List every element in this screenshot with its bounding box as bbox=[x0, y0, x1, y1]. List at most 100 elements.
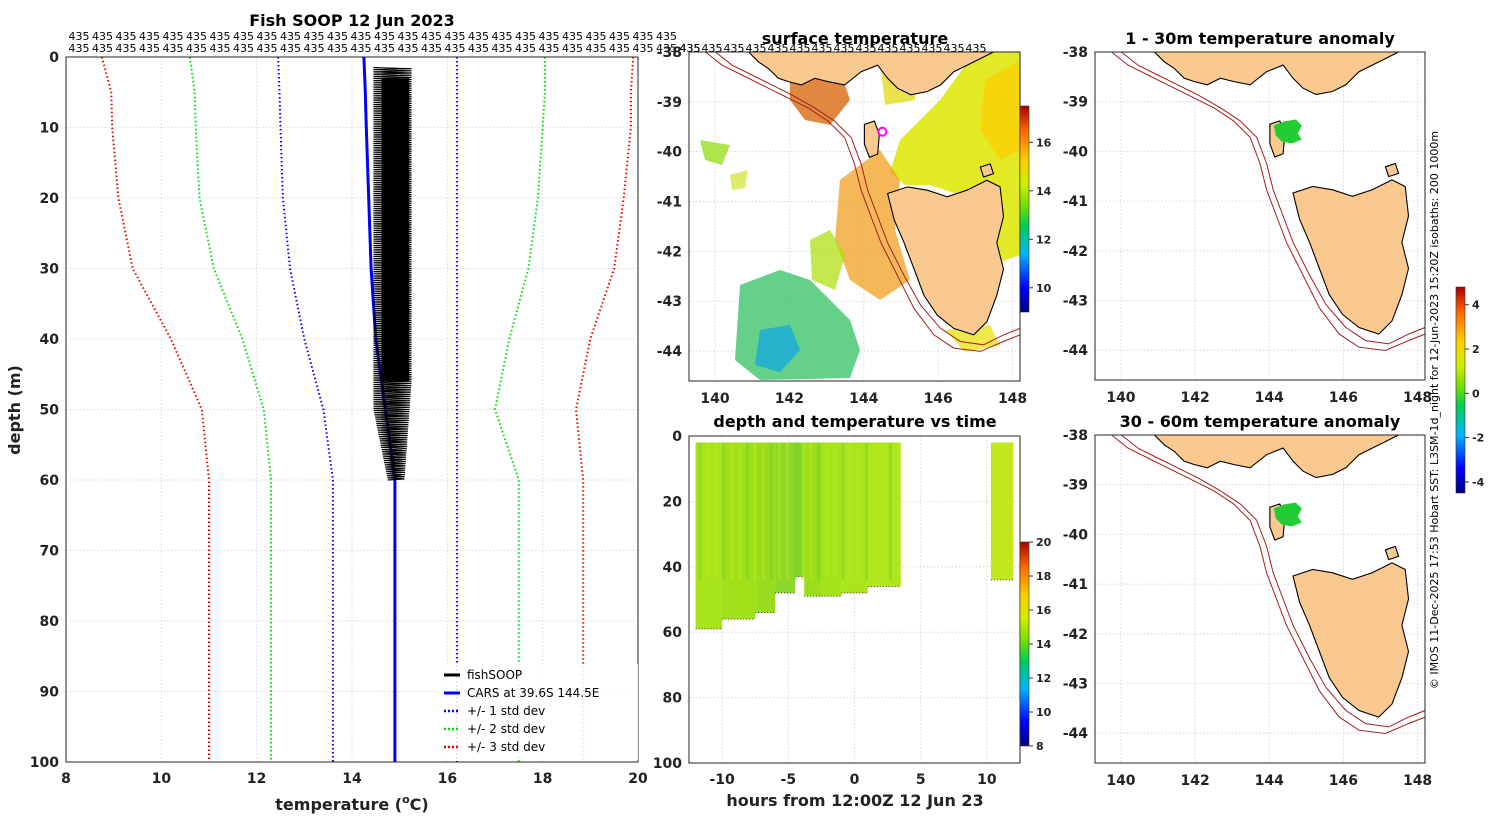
sst-field-south-green bbox=[735, 270, 860, 380]
anom2-panel: 30 - 60m temperature anomaly 140 142 144 14… bbox=[1063, 412, 1432, 789]
profile-top-label: 435 bbox=[92, 42, 113, 55]
sst-top-label: 435 bbox=[680, 42, 701, 55]
anom1-y-tick-label: -41 bbox=[1063, 194, 1088, 210]
section-panel: depth and temperature vs time -10 -5 0 5 10 … bbox=[653, 412, 1052, 810]
anom2-x-tick-label: 142 bbox=[1180, 773, 1209, 789]
anom1-y-tick-label: -42 bbox=[1063, 244, 1088, 260]
section-colorbar-label: 10 bbox=[1036, 706, 1052, 719]
sst-x-ticks: 140 142 144 146 148 bbox=[700, 391, 1027, 407]
sst-field-warm-east bbox=[980, 60, 1020, 160]
sst-y-ticks: -38 -39 -40 -41 -42 -43 -44 bbox=[657, 45, 683, 360]
anom2-anomaly-patch bbox=[1273, 502, 1302, 527]
sst-y-tick-label: -39 bbox=[657, 95, 682, 111]
anom2-y-tick-label: -43 bbox=[1063, 676, 1088, 692]
section-y-tick-label: 0 bbox=[672, 429, 682, 445]
profile-top-label: 435 bbox=[351, 42, 372, 55]
section-stripe bbox=[777, 442, 781, 580]
anom1-y-tick-label: -40 bbox=[1063, 144, 1089, 160]
profile-top-label: 435 bbox=[327, 42, 348, 55]
profile-x-tick-label: 16 bbox=[438, 771, 457, 787]
section-stripe bbox=[809, 442, 813, 580]
anom1-land-flinders bbox=[1384, 162, 1400, 178]
profile-top-label: 435 bbox=[492, 42, 513, 55]
sst-field-patch bbox=[700, 140, 730, 165]
profile-x-tick-label: 18 bbox=[533, 771, 552, 787]
profile-top-label: 435 bbox=[468, 42, 489, 55]
profile-y-tick-label: 90 bbox=[40, 685, 60, 701]
anom2-y-tick-label: -40 bbox=[1063, 527, 1089, 543]
profile-top-label: 435 bbox=[186, 42, 207, 55]
section-segment bbox=[794, 442, 805, 577]
section-x-ticks: -10 -5 0 5 10 bbox=[709, 772, 996, 788]
profile-axes-box bbox=[65, 56, 639, 763]
anom1-axes-box bbox=[1094, 51, 1426, 381]
sst-land-flinders bbox=[979, 163, 995, 178]
sst-top-label: 435 bbox=[702, 42, 723, 55]
profile-top-label: 435 bbox=[116, 30, 137, 43]
profile-top-label: 435 bbox=[351, 30, 372, 43]
section-y-tick-label: 100 bbox=[653, 756, 682, 772]
profile-top-label: 435 bbox=[562, 42, 583, 55]
anom1-map bbox=[1111, 51, 1426, 352]
anomaly-colorbar-label: 4 bbox=[1472, 299, 1480, 312]
profile-grid bbox=[66, 57, 638, 762]
profile-y-tick-label: 50 bbox=[40, 403, 60, 419]
anomaly-colorbar-label: 0 bbox=[1472, 387, 1480, 400]
profile-top-label: 435 bbox=[257, 30, 278, 43]
section-stripe bbox=[730, 442, 733, 580]
profile-top-label: 435 bbox=[492, 30, 513, 43]
anom1-isobath-200 bbox=[1111, 51, 1426, 352]
profile-y-tick-label: 30 bbox=[40, 262, 60, 278]
sst-field-south-east bbox=[945, 325, 1000, 352]
section-stripe bbox=[714, 442, 718, 580]
section-y-tick-label: 80 bbox=[663, 691, 683, 707]
section-segment bbox=[990, 442, 1014, 580]
anom2-y-tick-label: -39 bbox=[1063, 478, 1088, 494]
anom1-x-tick-label: 140 bbox=[1106, 390, 1135, 406]
profile-top-label: 435 bbox=[609, 30, 630, 43]
profile-top-label: 435 bbox=[233, 42, 254, 55]
sst-x-tick-label: 144 bbox=[849, 391, 878, 407]
profile-top-label: 435 bbox=[233, 30, 254, 43]
sst-colorbar-label: 10 bbox=[1036, 282, 1052, 295]
profile-top-label: 435 bbox=[421, 30, 442, 43]
profile-top-label: 435 bbox=[69, 42, 90, 55]
anom2-isobath-200 bbox=[1111, 434, 1426, 735]
section-y-tick-label: 60 bbox=[663, 625, 683, 641]
profile-fishsoop-core bbox=[381, 78, 410, 382]
section-stripe bbox=[841, 442, 845, 580]
sst-colorbar-label: 14 bbox=[1036, 185, 1052, 198]
profile-top-label: 435 bbox=[515, 42, 536, 55]
profile-top-label: 435 bbox=[280, 42, 301, 55]
sst-land-king-island bbox=[863, 120, 880, 159]
anom1-x-tick-label: 146 bbox=[1329, 390, 1358, 406]
profile-y-tick-label: 0 bbox=[49, 50, 59, 66]
anom2-y-tick-label: -41 bbox=[1063, 577, 1088, 593]
profile-y-tick-label: 10 bbox=[40, 121, 60, 137]
section-colorbar bbox=[1019, 541, 1030, 747]
anomaly-colorbar-label: -2 bbox=[1472, 432, 1484, 445]
profile-y-tick-label: 20 bbox=[40, 191, 60, 207]
section-stripe bbox=[801, 442, 805, 580]
anom2-data-blob bbox=[1273, 502, 1302, 527]
anom1-x-tick-label: 148 bbox=[1403, 390, 1432, 406]
section-colorbar-ticks: 20 18 16 14 12 10 8 bbox=[1029, 536, 1052, 753]
sst-y-tick-label: -41 bbox=[657, 195, 682, 211]
section-segment bbox=[841, 442, 868, 593]
profile-top-label: 435 bbox=[280, 30, 301, 43]
section-colorbar-label: 12 bbox=[1036, 672, 1051, 685]
sst-y-tick-label: -43 bbox=[657, 294, 682, 310]
legend-label: +/- 3 std dev bbox=[467, 740, 545, 754]
anom1-y-tick-label: -43 bbox=[1063, 293, 1088, 309]
anom1-anomaly-patch bbox=[1273, 119, 1302, 144]
profile-top-label: 435 bbox=[92, 30, 113, 43]
profile-top-label: 435 bbox=[210, 42, 231, 55]
section-colorbar-label: 16 bbox=[1036, 604, 1052, 617]
sst-isobath-1000 bbox=[715, 51, 1021, 346]
profile-series--2-std bbox=[493, 57, 546, 762]
anom1-x-ticks: 140 142 144 146 148 bbox=[1106, 390, 1432, 406]
profile-top-label: 435 bbox=[374, 42, 395, 55]
section-stripe bbox=[745, 442, 749, 580]
sst-y-tick-label: -44 bbox=[657, 344, 683, 360]
anom1-y-tick-label: -44 bbox=[1063, 343, 1089, 359]
